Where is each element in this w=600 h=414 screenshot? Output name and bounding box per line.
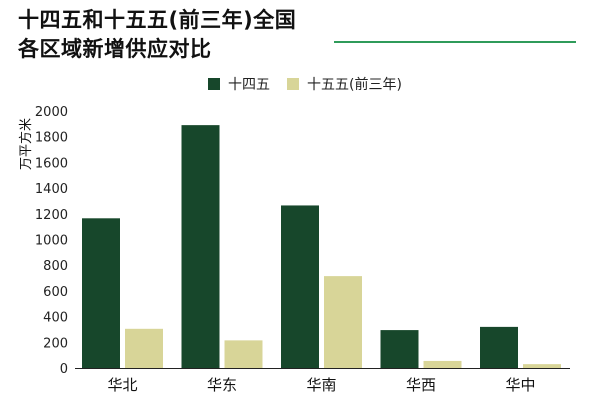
x-tick-label: 华南 <box>306 376 336 394</box>
bars-group <box>82 125 561 368</box>
y-tick-label: 800 <box>43 259 68 274</box>
y-tick-label: 2000 <box>35 105 68 120</box>
legend-item-series-1: 十四五 <box>208 74 270 94</box>
y-tick-label: 0 <box>60 362 68 377</box>
legend-item-series-2: 十五五(前三年) <box>287 74 402 94</box>
bar-2-华东 <box>224 340 263 368</box>
y-tick-label: 1000 <box>35 234 68 249</box>
y-tick-label: 600 <box>43 285 68 300</box>
bar-1-华北 <box>82 218 120 368</box>
legend-swatch-series-1 <box>208 78 220 90</box>
y-axis-label: 万平方米 <box>18 118 34 170</box>
y-tick-label: 1600 <box>35 156 68 171</box>
y-tick-label: 1800 <box>35 131 68 146</box>
chart-title-line-2: 各区域新增供应对比 <box>18 37 212 61</box>
y-axis-ticks: 0 200 400 600 800 1000 1200 1400 1600 1800 2000 <box>35 105 68 377</box>
bar-2-华西 <box>423 360 462 368</box>
y-tick-label: 200 <box>43 336 68 351</box>
bar-1-华东 <box>181 125 220 368</box>
bar-2-华南 <box>324 276 362 368</box>
legend-label-series-2: 十五五(前三年) <box>307 77 402 93</box>
title-rule <box>334 41 576 43</box>
bar-2-华北 <box>125 328 163 368</box>
bar-1-华中 <box>480 326 518 368</box>
chart-title-line-1: 十四五和十五五(前三年)全国 <box>18 8 297 32</box>
x-tick-label: 华中 <box>505 376 535 394</box>
y-tick-label: 1200 <box>35 208 68 223</box>
x-tick-label: 华西 <box>406 376 436 394</box>
chart-title: 十四五和十五五(前三年)全国 各区域新增供应对比 <box>18 6 338 64</box>
x-tick-label: 华北 <box>107 376 137 394</box>
legend-label-series-1: 十四五 <box>228 77 270 93</box>
bar-2-华中 <box>523 364 561 368</box>
legend-swatch-series-2 <box>287 78 299 90</box>
x-tick-label: 华东 <box>207 376 237 394</box>
bar-1-华西 <box>380 330 419 368</box>
legend: 十四五 十五五(前三年) <box>0 74 600 94</box>
bar-1-华南 <box>281 205 319 368</box>
y-tick-label: 400 <box>43 311 68 326</box>
y-tick-label: 1400 <box>35 182 68 197</box>
x-axis-ticks: 华北 华东 华南 华西 华中 <box>107 376 535 394</box>
